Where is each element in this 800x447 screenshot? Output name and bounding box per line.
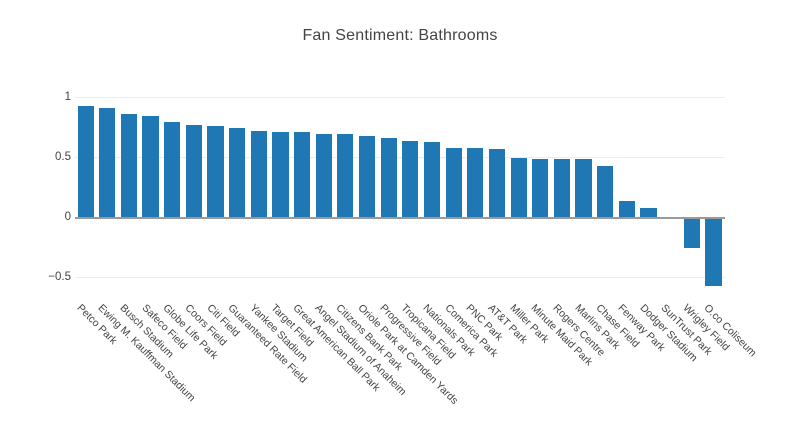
y-tick-label: 1	[64, 90, 71, 103]
bar[interactable]	[488, 149, 506, 218]
bar[interactable]	[358, 135, 376, 218]
bar[interactable]	[402, 140, 419, 218]
bar[interactable]	[77, 105, 94, 218]
bar[interactable]	[683, 217, 700, 248]
y-tick-label: 0	[64, 210, 71, 223]
bar[interactable]	[705, 217, 722, 286]
bar[interactable]	[575, 158, 592, 218]
bar[interactable]	[553, 158, 570, 218]
bar[interactable]	[445, 147, 462, 218]
x-axis-zero-line	[75, 216, 725, 219]
bar[interactable]	[164, 121, 181, 218]
bar[interactable]	[185, 125, 202, 218]
bar[interactable]	[640, 207, 657, 218]
bar[interactable]	[380, 138, 397, 218]
bar[interactable]	[337, 133, 354, 218]
bar[interactable]	[142, 115, 159, 218]
chart-title: Fan Sentiment: Bathrooms	[302, 27, 498, 44]
bar[interactable]	[207, 126, 224, 218]
bar[interactable]	[467, 147, 484, 218]
bar[interactable]	[294, 132, 311, 218]
y-tick-label: −0.5	[48, 270, 71, 283]
bar[interactable]	[315, 133, 332, 218]
bar[interactable]	[250, 131, 267, 218]
bar[interactable]	[120, 114, 137, 218]
bar[interactable]	[597, 165, 614, 218]
y-tick-label: 0.5	[55, 150, 71, 163]
bar[interactable]	[510, 157, 527, 218]
bar[interactable]	[532, 158, 549, 218]
bar[interactable]	[229, 127, 246, 218]
bar[interactable]	[272, 132, 289, 218]
gridline	[75, 277, 725, 278]
bar[interactable]	[423, 141, 441, 218]
gridline	[75, 97, 725, 98]
gridline	[75, 157, 725, 158]
bar[interactable]	[618, 200, 635, 218]
bar[interactable]	[99, 108, 116, 218]
